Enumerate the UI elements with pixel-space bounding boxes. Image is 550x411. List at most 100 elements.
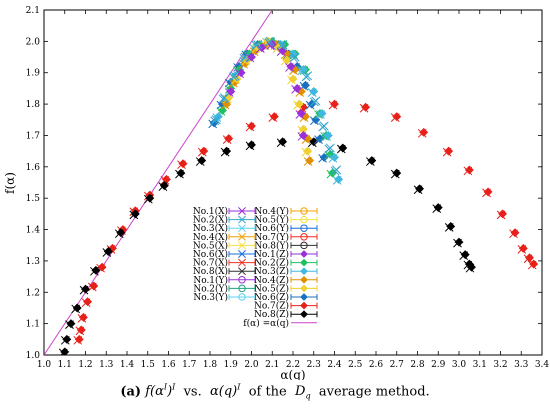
data-point bbox=[209, 118, 219, 128]
y-tick-label: 1.5 bbox=[26, 194, 41, 204]
data-point bbox=[103, 246, 113, 257]
data-point bbox=[302, 146, 313, 156]
legend-marker bbox=[238, 207, 246, 215]
data-point bbox=[89, 281, 99, 291]
data-point bbox=[415, 184, 425, 194]
data-point bbox=[294, 99, 304, 109]
data-point bbox=[446, 221, 456, 231]
legend-label: No.2(X) bbox=[193, 215, 228, 226]
legend-label: No.7(X) bbox=[193, 258, 228, 269]
legend-label: No.7(Z) bbox=[254, 301, 289, 312]
x-tick-label: 1.8 bbox=[203, 360, 218, 370]
data-point bbox=[74, 334, 84, 344]
data-point bbox=[78, 312, 88, 322]
data-point bbox=[392, 168, 402, 178]
y-tick-label: 1.6 bbox=[26, 163, 41, 173]
legend-marker bbox=[300, 250, 308, 258]
legend-label: No.3(Z) bbox=[254, 266, 289, 277]
y-tick-label: 1.7 bbox=[26, 131, 41, 141]
data-point bbox=[66, 319, 76, 329]
y-tick-label: 1.9 bbox=[26, 69, 41, 79]
legend-marker bbox=[300, 224, 308, 232]
legend-label: No.3(Y) bbox=[193, 292, 228, 303]
x-tick-label: 1.2 bbox=[78, 360, 92, 370]
data-point bbox=[178, 159, 188, 169]
x-tick-label: 2.4 bbox=[327, 360, 342, 370]
x-tick-label: 1.6 bbox=[161, 360, 176, 370]
data-point bbox=[269, 112, 279, 122]
caption-dq-sub: q bbox=[305, 391, 311, 401]
x-tick-label: 2.3 bbox=[307, 360, 322, 370]
legend-marker bbox=[238, 250, 246, 258]
data-point bbox=[367, 155, 377, 166]
legend-marker bbox=[238, 215, 246, 224]
data-point bbox=[290, 52, 300, 62]
legend-label: f(α) =α(q) bbox=[243, 318, 289, 329]
legend-label: No.8(X) bbox=[193, 266, 228, 277]
data-point bbox=[286, 61, 296, 72]
y-axis-ticks: 1.0 1.1 1.2 1.3 1.4 1.5 1.6 1.7 1.8 1.9 2.0 2.1 bbox=[26, 6, 542, 361]
legend-label: No.5(Y) bbox=[254, 215, 289, 226]
data-point bbox=[311, 96, 321, 106]
legend-marker bbox=[300, 293, 308, 301]
y-tick-label: 1.8 bbox=[26, 100, 41, 110]
caption-dq: D bbox=[295, 384, 306, 400]
legend-marker bbox=[238, 267, 246, 276]
data-point bbox=[296, 108, 306, 119]
x-tick-label: 1.3 bbox=[99, 360, 114, 370]
legend-label: No.6(Z) bbox=[254, 292, 289, 303]
x-tick-label: 1.1 bbox=[58, 360, 72, 370]
legend-label: No.6(Y) bbox=[254, 223, 289, 234]
legend-marker bbox=[300, 207, 308, 215]
x-tick-label: 3.1 bbox=[473, 360, 487, 370]
x-tick-label: 1.4 bbox=[120, 360, 135, 370]
data-point bbox=[498, 209, 508, 219]
multifractal-spectrum-chart: 1.0 1.1 1.2 1.3 1.4 1.5 1.6 1.7 1.8 1.9 2.0 2.1 2.2 2… bbox=[3, 6, 549, 380]
data-point bbox=[246, 140, 257, 150]
data-point bbox=[315, 134, 325, 144]
x-axis-label: α(q) bbox=[280, 368, 305, 380]
data-point bbox=[145, 193, 155, 203]
caption-label: (a) bbox=[120, 384, 142, 400]
data-point bbox=[80, 284, 91, 294]
caption-lhs-close: ) bbox=[167, 384, 173, 400]
caption-lhs: f(α bbox=[145, 384, 164, 400]
data-point bbox=[518, 243, 528, 253]
data-point bbox=[309, 86, 319, 97]
legend-label: No.8(Z) bbox=[254, 309, 289, 320]
data-point bbox=[159, 181, 169, 191]
legend-marker bbox=[300, 275, 308, 284]
legend-label: No.4(Y) bbox=[254, 206, 289, 217]
data-point bbox=[338, 143, 348, 153]
data-point bbox=[329, 152, 340, 162]
data-point bbox=[236, 68, 246, 78]
caption-rhs: α(q) bbox=[210, 384, 238, 400]
data-point bbox=[197, 155, 207, 166]
data-point bbox=[361, 102, 371, 112]
legend-marker bbox=[300, 233, 308, 241]
legend-marker bbox=[300, 284, 308, 293]
legend-marker bbox=[300, 267, 308, 276]
y-tick-label: 2.1 bbox=[26, 6, 40, 16]
legend-label: No.1(X) bbox=[193, 206, 228, 217]
data-points bbox=[58, 36, 539, 355]
data-point bbox=[319, 121, 329, 131]
data-point bbox=[466, 262, 477, 272]
data-point bbox=[444, 146, 454, 156]
data-point bbox=[325, 143, 335, 153]
x-tick-label: 2.2 bbox=[286, 360, 300, 370]
x-tick-label: 2.0 bbox=[244, 360, 259, 370]
data-point bbox=[76, 325, 86, 335]
data-point bbox=[419, 127, 429, 137]
data-point bbox=[329, 99, 340, 109]
y-tick-label: 1.0 bbox=[26, 351, 41, 361]
x-axis-ticks: 1.0 1.1 1.2 1.3 1.4 1.5 1.6 1.7 1.8 1.9 2.0 2.1 2.2 2… bbox=[37, 10, 549, 370]
data-point bbox=[392, 112, 402, 122]
y-tick-label: 1.1 bbox=[26, 320, 40, 330]
legend-label: No.2(Z) bbox=[254, 258, 289, 269]
legend-label: No.6(X) bbox=[193, 249, 228, 260]
data-point bbox=[91, 265, 101, 275]
data-point bbox=[265, 36, 275, 46]
x-tick-label: 2.5 bbox=[348, 360, 363, 370]
data-point bbox=[510, 228, 520, 238]
